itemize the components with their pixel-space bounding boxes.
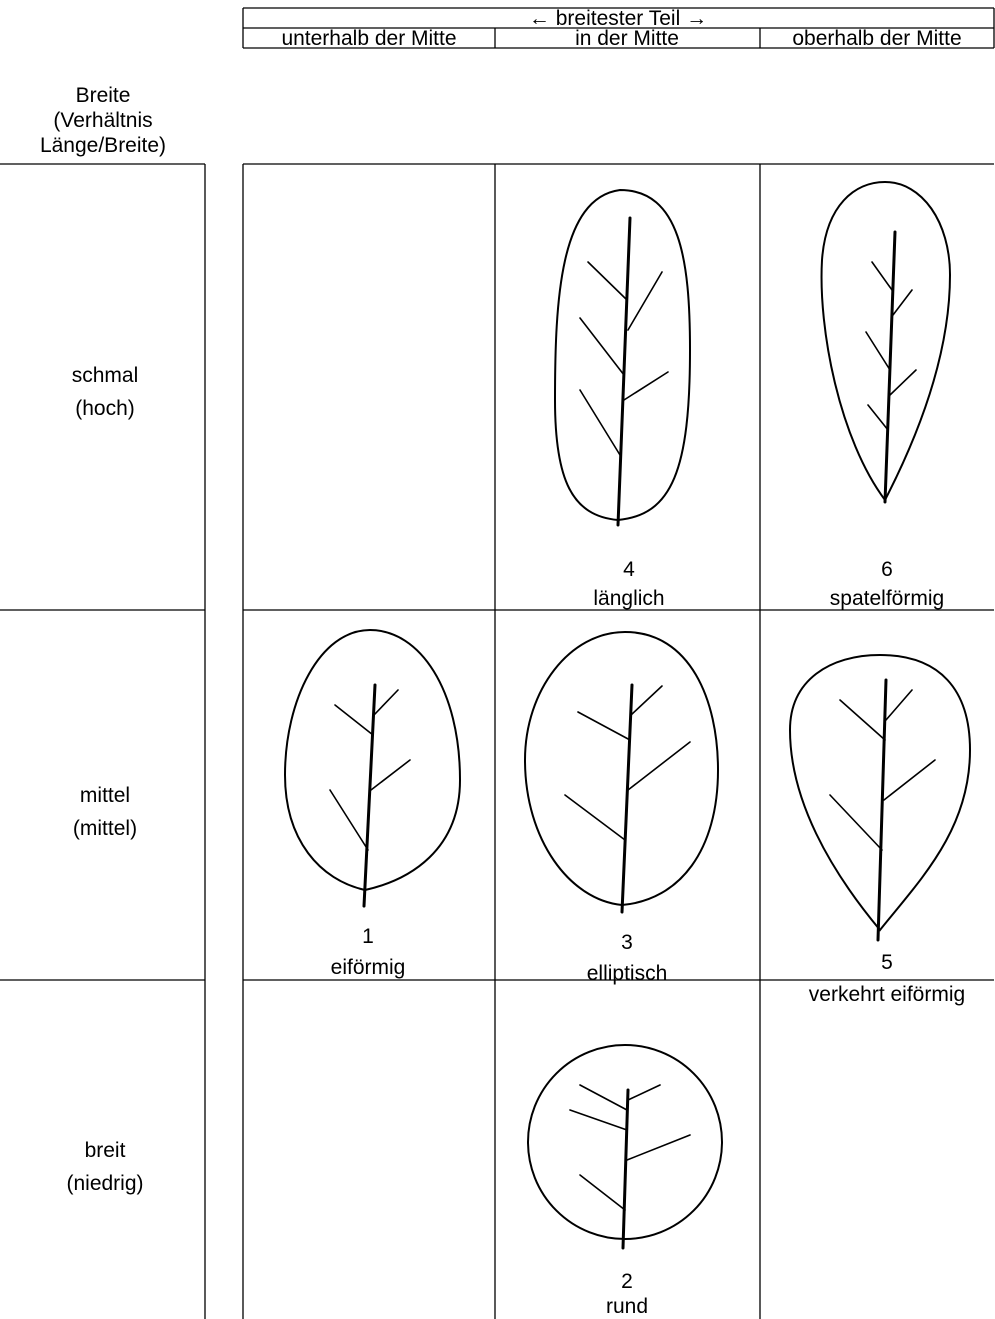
row-label: (niedrig)	[66, 1172, 143, 1195]
leaf-round	[527, 1044, 723, 1250]
row-label: (hoch)	[75, 397, 135, 420]
leaf-name: länglich	[593, 587, 664, 610]
leaf-number: 5	[881, 951, 893, 974]
leaf-oblong	[553, 188, 692, 527]
row-label: mittel	[80, 784, 130, 807]
leaf-name: spatelförmig	[830, 587, 944, 610]
leaf-name: verkehrt eiförmig	[809, 983, 965, 1006]
leaf-obovate	[788, 653, 972, 942]
leaf-number: 4	[623, 558, 635, 581]
row-label: breit	[85, 1139, 126, 1162]
row-header: Breite	[76, 84, 131, 107]
row-header: (Verhältnis	[53, 109, 152, 132]
leaf-number: 2	[621, 1270, 633, 1293]
leaf-name: elliptisch	[587, 962, 668, 985]
column-header: unterhalb der Mitte	[281, 27, 456, 50]
column-header: oberhalb der Mitte	[792, 27, 961, 50]
row-header: Länge/Breite)	[40, 134, 166, 157]
leaf-name: eiförmig	[331, 956, 406, 979]
leaf-name: rund	[606, 1295, 648, 1318]
leaf-elliptic	[523, 630, 720, 914]
leaf-number: 3	[621, 931, 633, 954]
leaf-number: 1	[362, 925, 374, 948]
header-title: ← breitester Teil →	[529, 7, 707, 30]
leaf-number: 6	[881, 558, 893, 581]
leaf-ovate	[283, 628, 462, 908]
row-label: schmal	[72, 364, 139, 387]
leaf-spatulate	[820, 180, 952, 504]
table-grid	[0, 7, 995, 1319]
column-header: in der Mitte	[575, 27, 679, 50]
row-label: (mittel)	[73, 817, 137, 840]
